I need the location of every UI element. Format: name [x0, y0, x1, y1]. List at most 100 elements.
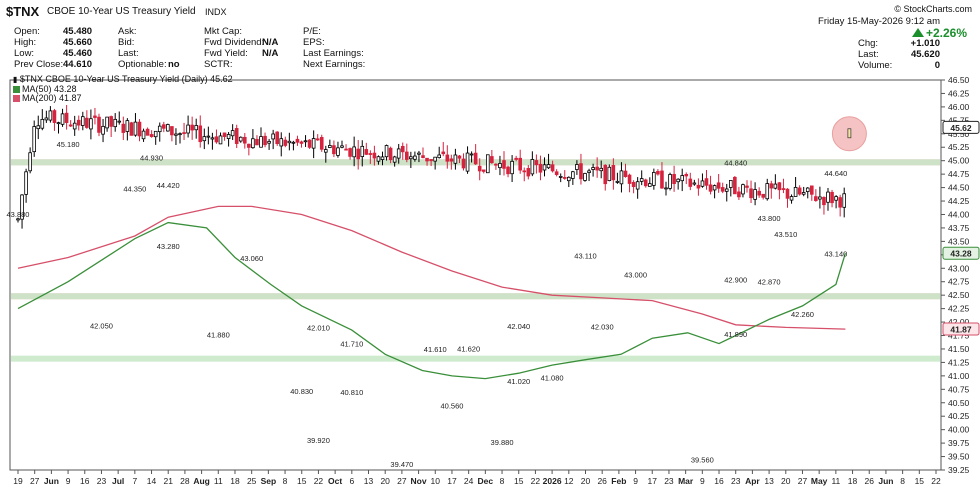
- candle-body: [696, 184, 701, 189]
- price-annotation: 43.110: [574, 251, 596, 260]
- candle-body: [315, 138, 320, 141]
- candle-body: [522, 170, 527, 173]
- y-tick-label: 44.50: [948, 183, 970, 193]
- candle-body: [89, 118, 93, 130]
- x-tick-label: 18: [848, 476, 858, 486]
- candle-body: [36, 125, 41, 130]
- right-label: Volume:: [858, 60, 893, 71]
- candle-body: [93, 115, 97, 118]
- candle-body: [498, 163, 502, 169]
- candle-body: [230, 130, 235, 137]
- x-tick-label: 10: [431, 476, 441, 486]
- candle-body: [441, 151, 446, 155]
- price-annotation: 42.260: [791, 310, 814, 319]
- price-annotation: 42.010: [307, 324, 330, 333]
- y-tick-label: 42.75: [948, 277, 970, 287]
- candle-body: [283, 139, 288, 146]
- x-tick-label: Aug: [193, 476, 210, 486]
- candle-body: [801, 192, 806, 195]
- price-annotation: 42.050: [90, 321, 113, 330]
- x-tick-label: 17: [648, 476, 658, 486]
- price-annotation: 42.040: [507, 322, 530, 331]
- candle-body: [461, 158, 466, 169]
- candle-body: [400, 145, 405, 153]
- candle-body: [16, 218, 20, 221]
- candle-icon: ▮: [13, 75, 18, 84]
- y-tick-label: 46.25: [948, 88, 970, 98]
- candle-body: [404, 151, 409, 160]
- candle-body: [518, 157, 522, 171]
- bidask-value: no: [168, 59, 180, 70]
- candle-body: [125, 120, 130, 132]
- price-annotation: 44.930: [140, 153, 163, 162]
- candle-body: [242, 136, 247, 144]
- candle-body: [465, 152, 470, 172]
- earnings-label: P/E:: [303, 26, 321, 37]
- candle-body: [421, 155, 425, 159]
- candle-body: [40, 118, 45, 129]
- price-annotation: 43.280: [157, 242, 180, 251]
- candle-body: [485, 154, 490, 174]
- candle-body: [506, 166, 510, 175]
- candle-body: [769, 183, 774, 189]
- bidask-label: Last:: [118, 48, 139, 59]
- x-tick-label: 23: [97, 476, 107, 486]
- candle-body: [639, 178, 644, 182]
- x-tick-label: 18: [230, 476, 240, 486]
- candle-body: [303, 140, 308, 143]
- x-tick-label: 21: [163, 476, 173, 486]
- candle-body: [113, 118, 118, 128]
- ma200-swatch-icon: [13, 95, 20, 103]
- candle-body: [729, 180, 733, 188]
- candle-body: [433, 156, 437, 162]
- x-tick-label: 22: [931, 476, 941, 486]
- candle-body: [388, 147, 393, 161]
- x-tick-label: 23: [664, 476, 674, 486]
- y-tick-label: 41.50: [948, 344, 970, 354]
- candle-body: [368, 153, 373, 155]
- candle-body: [688, 178, 693, 187]
- x-tick-label: Sep: [261, 476, 277, 486]
- candle-body: [44, 117, 49, 121]
- price-annotation: 41.890: [724, 330, 747, 339]
- candle-body: [178, 133, 182, 136]
- candle-body: [473, 152, 478, 165]
- x-tick-label: 17: [447, 476, 457, 486]
- candle-body: [575, 164, 579, 170]
- x-tick-label: 22: [531, 476, 541, 486]
- candle-body: [530, 159, 535, 175]
- candle-body: [72, 122, 77, 130]
- source-label: © StockCharts.com: [894, 4, 972, 14]
- candle-body: [352, 146, 356, 158]
- candle-body: [558, 176, 563, 178]
- candle-body: [477, 165, 482, 172]
- candle-body: [319, 137, 324, 150]
- candle-body: [595, 166, 599, 171]
- x-tick-label: Nov: [411, 476, 427, 486]
- candle-body: [56, 122, 61, 125]
- candle-body: [202, 136, 207, 142]
- price-annotation: 41.080: [541, 374, 564, 383]
- candle-body: [741, 184, 745, 195]
- candle-body: [720, 187, 725, 192]
- x-tick-label: May: [811, 476, 828, 486]
- price-annotation: 39.470: [390, 460, 413, 469]
- candle-body: [822, 197, 826, 206]
- y-tick-label: 45.00: [948, 156, 970, 166]
- ticker-symbol: $TNX: [6, 4, 40, 19]
- candle-body: [757, 190, 761, 196]
- x-tick-label: Mar: [678, 476, 694, 486]
- candle-body: [838, 197, 842, 208]
- x-tick-label: 9: [633, 476, 638, 486]
- candle-body: [372, 152, 377, 159]
- candle-body: [773, 183, 778, 189]
- candle-body: [789, 196, 794, 201]
- candle-body: [109, 116, 113, 127]
- x-tick-label: 7: [132, 476, 137, 486]
- candle-body: [222, 132, 227, 137]
- y-tick-label: 46.50: [948, 75, 970, 85]
- candle-body: [643, 179, 648, 187]
- x-tick-label: 16: [80, 476, 90, 486]
- bidask-label: Optionable:: [118, 59, 167, 70]
